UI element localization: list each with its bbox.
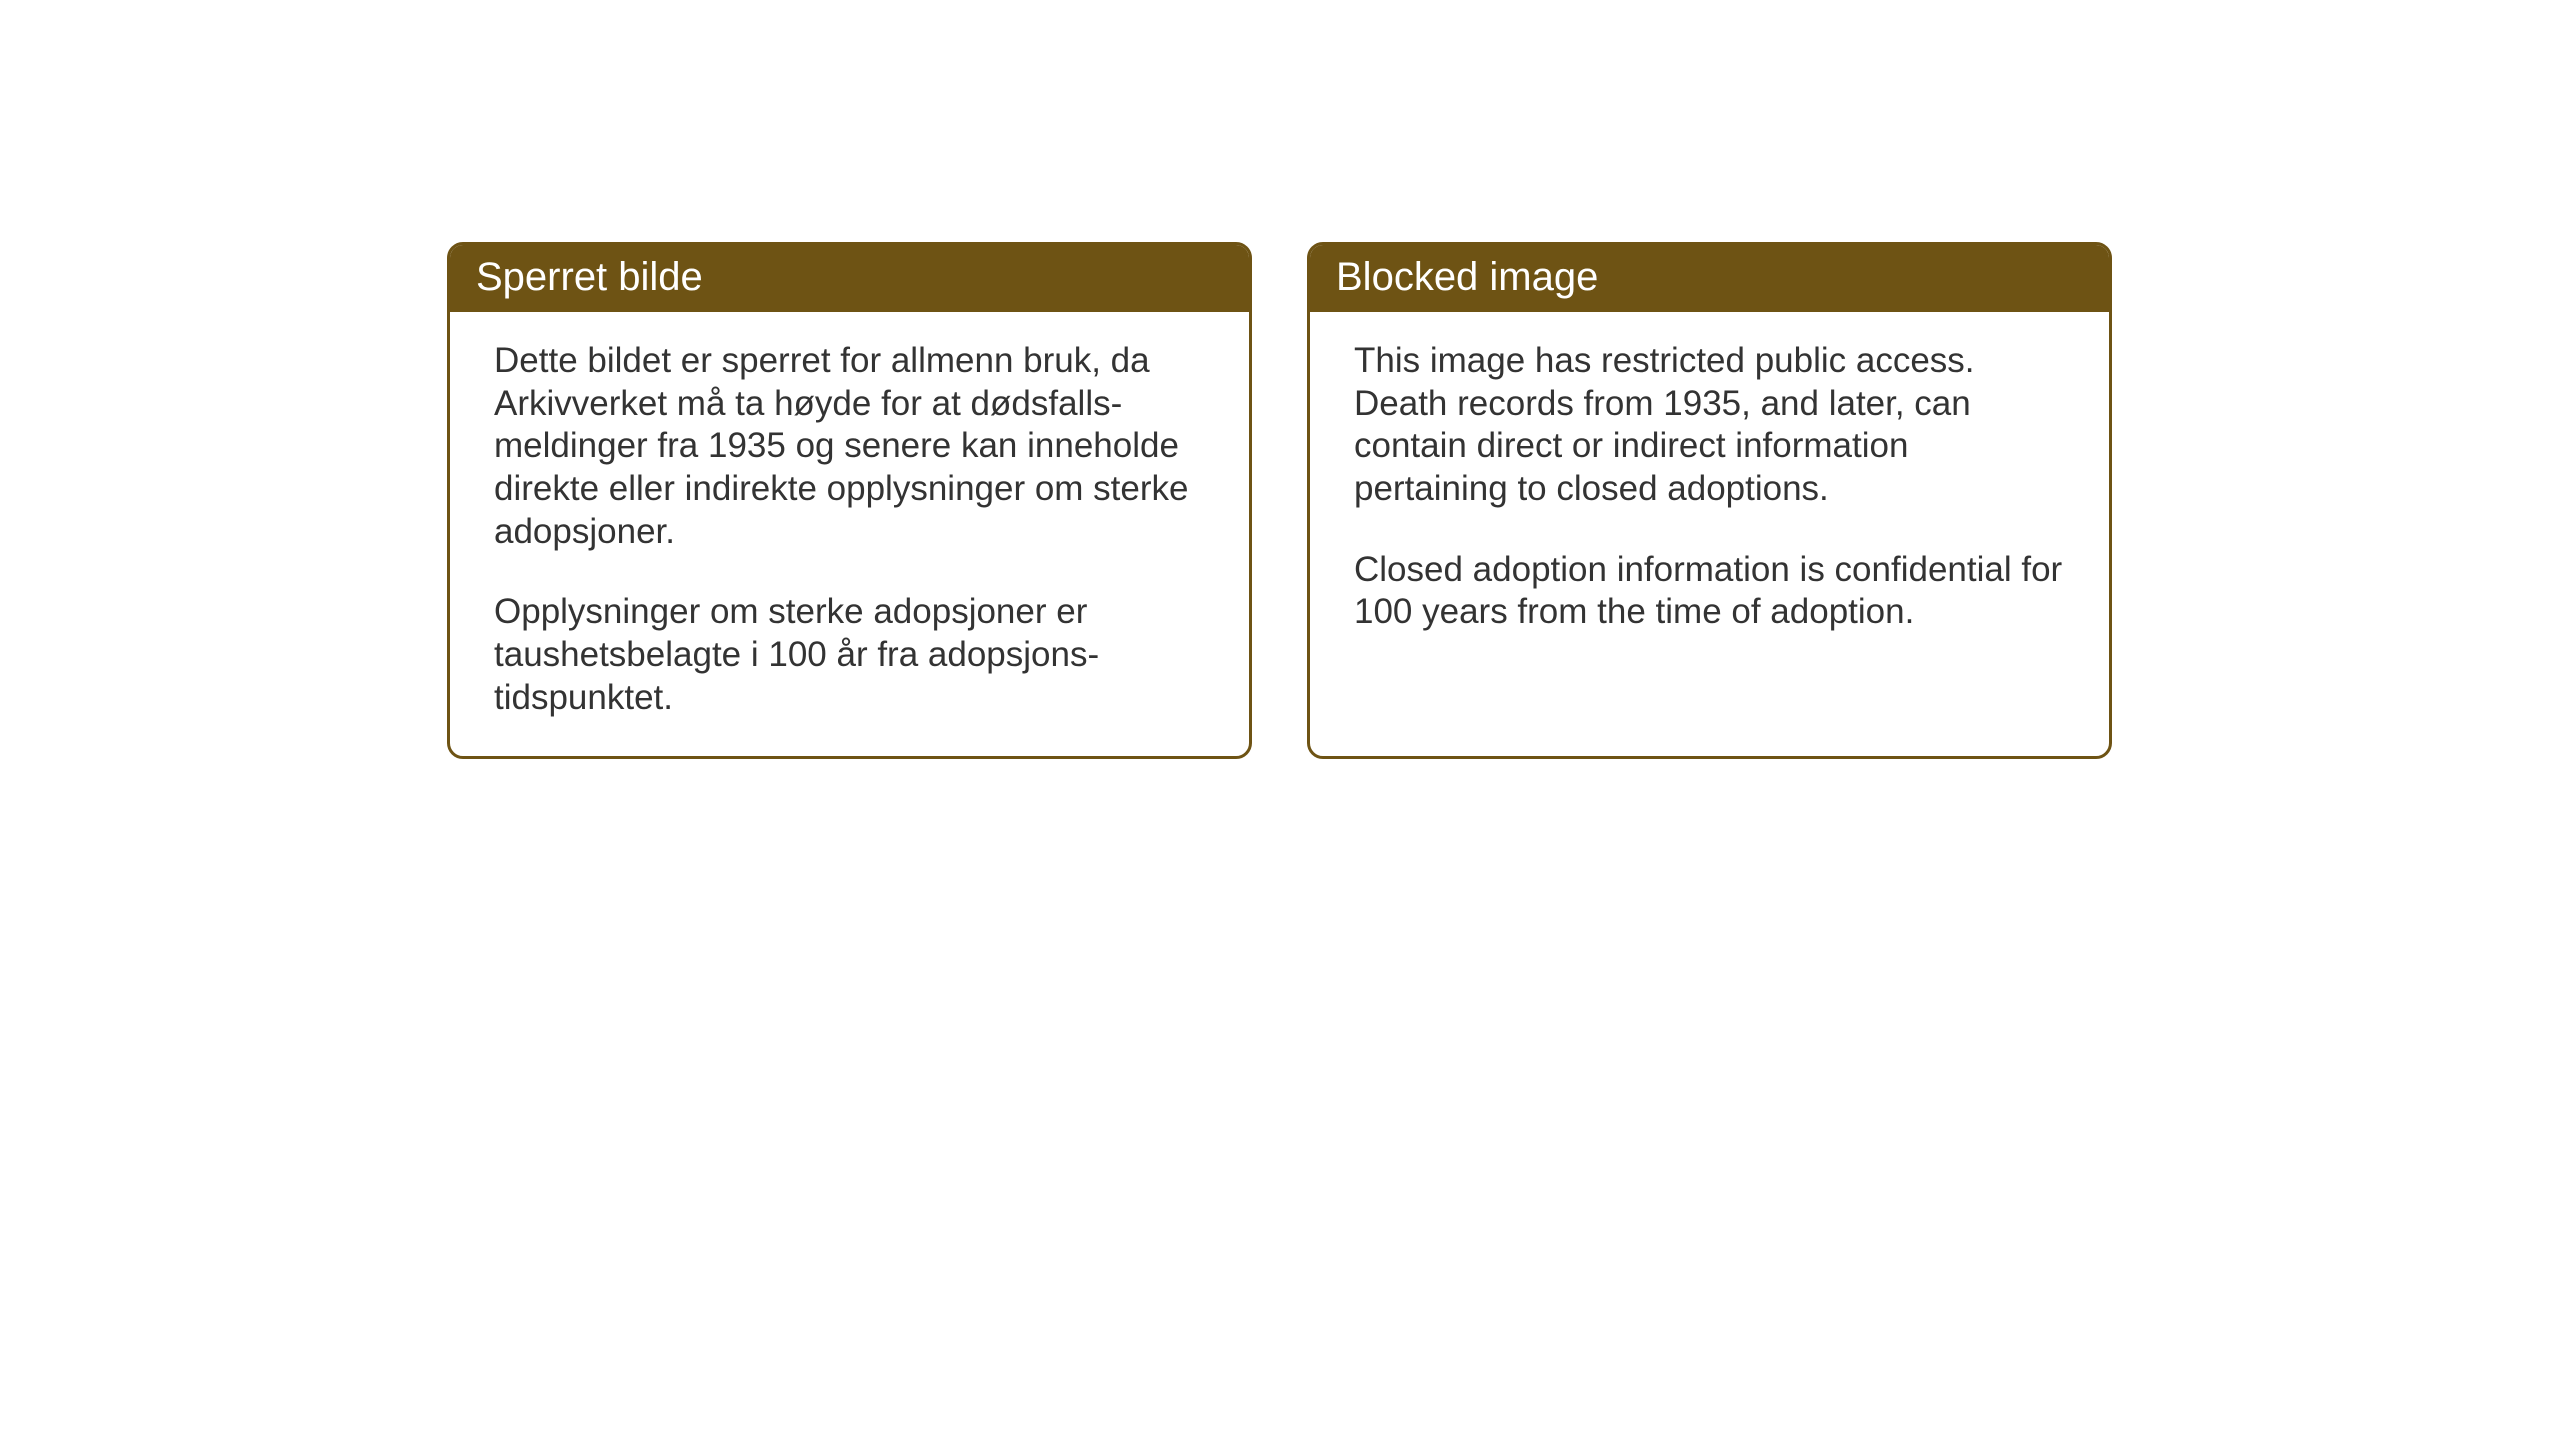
notice-card-norwegian: Sperret bilde Dette bildet er sperret fo… — [447, 242, 1252, 759]
card-title: Blocked image — [1336, 255, 1598, 299]
notice-card-english: Blocked image This image has restricted … — [1307, 242, 2112, 759]
card-paragraph: This image has restricted public access.… — [1354, 340, 2065, 511]
card-body: This image has restricted public access.… — [1310, 312, 2109, 670]
card-paragraph: Opplysninger om sterke adopsjoner er tau… — [494, 591, 1205, 719]
card-paragraph: Dette bildet er sperret for allmenn bruk… — [494, 340, 1205, 553]
card-header: Sperret bilde — [450, 245, 1249, 312]
card-title: Sperret bilde — [476, 255, 703, 299]
notice-container: Sperret bilde Dette bildet er sperret fo… — [447, 242, 2112, 759]
card-body: Dette bildet er sperret for allmenn bruk… — [450, 312, 1249, 756]
card-header: Blocked image — [1310, 245, 2109, 312]
card-paragraph: Closed adoption information is confident… — [1354, 549, 2065, 634]
